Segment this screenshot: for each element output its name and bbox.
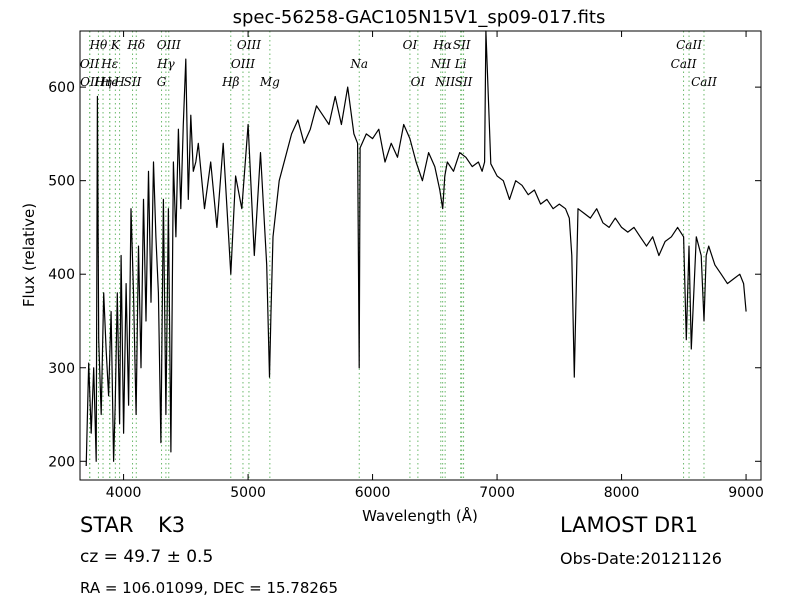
observation-date: Obs-Date:20121126 (560, 549, 722, 568)
line-marker-label: OIII (231, 57, 255, 71)
y-tick-label: 200 (48, 454, 75, 470)
y-tick-label: 300 (48, 361, 75, 377)
line-marker-label: SII (455, 75, 473, 89)
plot-frame (79, 30, 762, 481)
line-marker-label: Mg (259, 75, 280, 89)
y-axis-label: Flux (relative) (20, 203, 38, 307)
line-marker-label: NII (430, 57, 451, 71)
line-marker-label: Hβ (221, 75, 239, 89)
line-marker-label: He (100, 75, 119, 89)
line-marker-label: OI (403, 38, 418, 52)
y-axis-ticks: 200 300 400 500 600 (48, 80, 761, 470)
line-marker-label: OII (80, 75, 100, 89)
line-marker-label: Li (454, 57, 467, 71)
line-marker-label: OIII (157, 38, 181, 52)
line-marker-label: CaII (671, 57, 697, 71)
line-marker-label: OIII (237, 38, 261, 52)
line-marker-label: Na (349, 57, 368, 71)
x-tick-label: 5000 (230, 485, 266, 501)
spectrum-line (85, 30, 747, 467)
x-tick-label: 7000 (479, 485, 515, 501)
line-marker-label: SII (124, 75, 142, 89)
line-marker-label: Hδ (126, 38, 145, 52)
redshift-value: cz = 49.7 ± 0.5 (80, 547, 214, 567)
x-tick-label: 9000 (728, 485, 764, 501)
chart-title: spec-56258-GAC105N15V1_sp09-017.fits (233, 7, 606, 28)
line-marker-label: OII (80, 57, 100, 71)
line-marker-label: Hε (100, 57, 118, 71)
line-marker-label: H (113, 75, 125, 89)
x-tick-label: 4000 (106, 485, 142, 501)
x-tick-label: 8000 (604, 485, 640, 501)
line-marker-label: NII (434, 75, 455, 89)
x-axis-ticks: 4000 5000 6000 7000 8000 9000 (106, 31, 764, 501)
x-tick-label: 6000 (355, 485, 391, 501)
line-marker-label: CaII (676, 38, 702, 52)
line-marker-label: G (157, 75, 167, 89)
line-marker-label: Hθ (89, 38, 108, 52)
x-axis-label: Wavelength (Å) (362, 506, 478, 525)
y-tick-label: 400 (48, 267, 75, 283)
line-marker-label: K (110, 38, 121, 52)
line-marker-label: Hη (93, 75, 112, 89)
y-tick-label: 600 (48, 80, 75, 96)
y-tick-label: 500 (48, 174, 75, 190)
survey-name: LAMOST DR1 (560, 513, 699, 537)
object-type: STAR (80, 513, 134, 537)
line-marker-label: Hα (432, 38, 452, 52)
line-marker-label: OI (411, 75, 426, 89)
line-marker-label: Hγ (156, 57, 175, 71)
line-markers (89, 31, 705, 480)
coordinates: RA = 106.01099, DEC = 15.78265 (80, 579, 339, 597)
line-marker-label: CaII (691, 75, 717, 89)
object-class: K3 (158, 513, 186, 537)
line-marker-label: SII (453, 38, 471, 52)
